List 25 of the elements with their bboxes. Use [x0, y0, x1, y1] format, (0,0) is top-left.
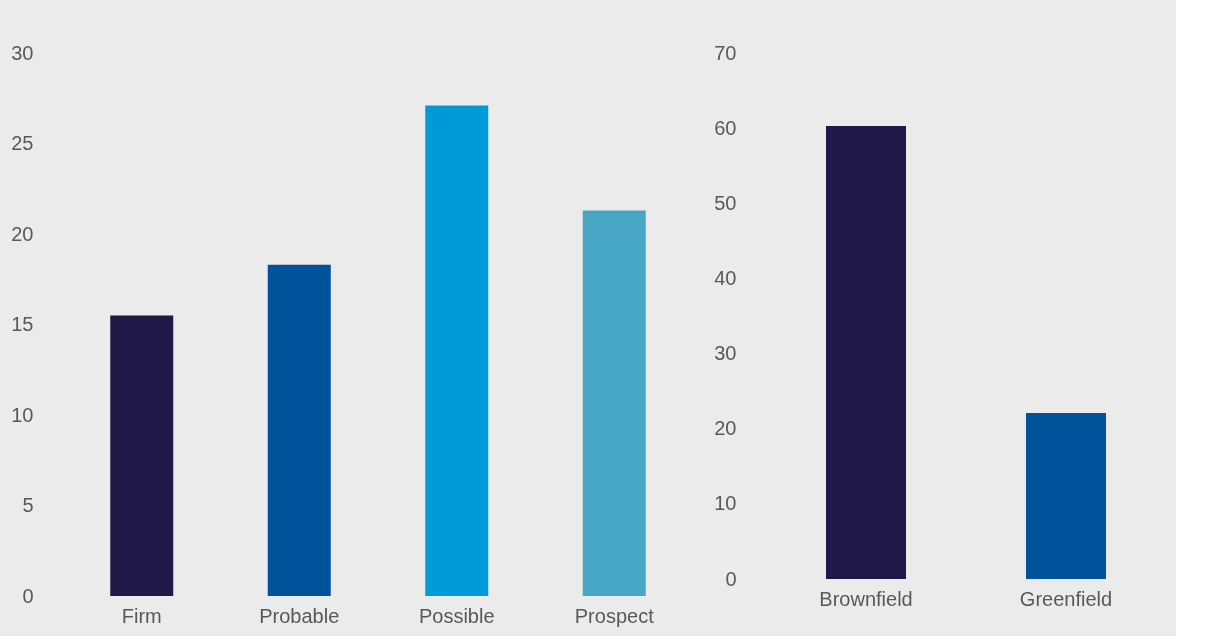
- y-tick-label: 40: [714, 266, 737, 289]
- y-tick-label: 20: [714, 417, 737, 440]
- x-tick-label: Possible: [418, 604, 495, 627]
- y-tick-label: 0: [725, 567, 737, 590]
- x-tick-label: Brownfield: [819, 587, 913, 610]
- bar: [267, 264, 331, 596]
- bar: [582, 210, 646, 596]
- y-tick-label: 0: [22, 584, 34, 607]
- y-tick-label: 70: [714, 41, 737, 64]
- y-tick-label: 50: [714, 191, 737, 214]
- y-tick-label: 10: [11, 403, 34, 426]
- y-tick-label: 20: [11, 222, 34, 245]
- x-tick-label: Firm: [121, 604, 162, 627]
- y-tick-label: 25: [11, 132, 34, 154]
- x-tick-label: Prospect: [574, 604, 655, 627]
- x-tick-label: Probable: [259, 604, 340, 627]
- y-tick-label: 10: [714, 492, 737, 515]
- bar: [110, 315, 174, 596]
- y-tick-label: 60: [714, 116, 737, 139]
- bar: [425, 105, 489, 596]
- y-tick-label: 5: [22, 494, 34, 516]
- y-tick-label: 30: [11, 41, 34, 64]
- y-tick-label: 30: [714, 342, 737, 365]
- y-tick-label: 15: [11, 313, 34, 335]
- x-tick-label: Greenfield: [1019, 587, 1113, 610]
